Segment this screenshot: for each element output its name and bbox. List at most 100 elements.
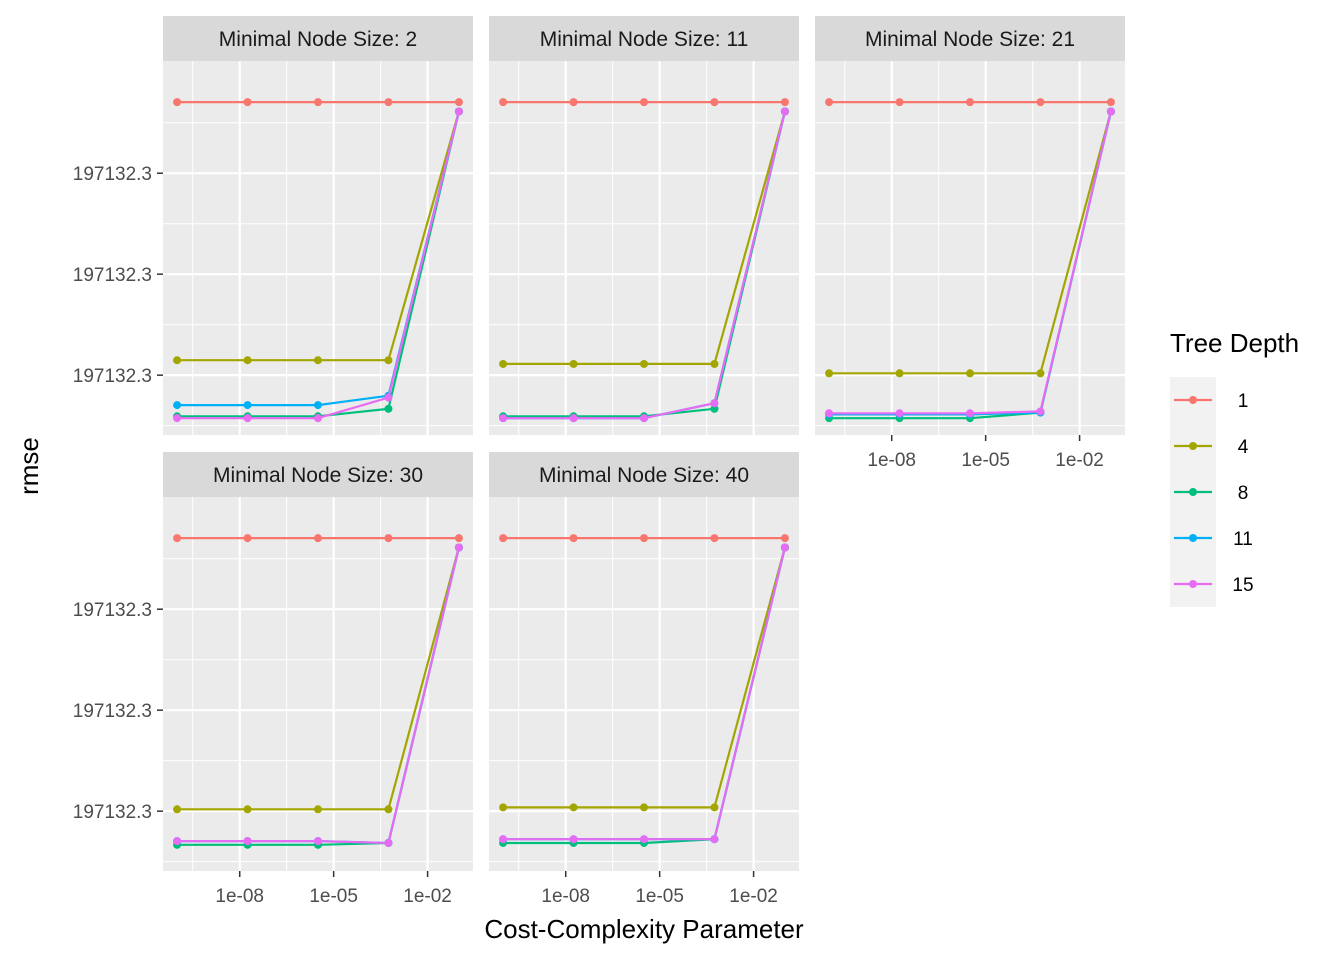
strip-background (815, 16, 1125, 61)
y-tick-label: 197132.3 (73, 600, 152, 621)
data-point-depth-15 (639, 414, 648, 423)
legend-label: 4 (1238, 437, 1249, 458)
strip-label: Minimal Node Size: 11 (540, 28, 749, 51)
strip-background (163, 16, 473, 61)
data-point-depth-1 (780, 98, 789, 107)
data-point-depth-1 (1036, 98, 1045, 107)
data-point-depth-8 (710, 404, 719, 413)
strip-label: Minimal Node Size: 30 (213, 464, 423, 487)
data-point-depth-4 (965, 369, 974, 378)
data-point-depth-4 (639, 359, 648, 368)
data-point-depth-1 (384, 98, 393, 107)
data-point-depth-8 (384, 404, 393, 413)
y-tick-label: 197132.3 (73, 701, 152, 722)
data-point-depth-15 (313, 837, 322, 846)
legend-key-point (1189, 534, 1197, 542)
y-tick-label: 197132.3 (73, 164, 152, 185)
data-point-depth-4 (710, 803, 719, 812)
data-point-depth-1 (454, 98, 463, 107)
data-point-depth-1 (569, 98, 578, 107)
data-point-depth-4 (639, 803, 648, 812)
data-point-depth-1 (965, 98, 974, 107)
data-point-depth-15 (569, 835, 578, 844)
data-point-depth-15 (173, 414, 182, 423)
x-tick-label: 1e-02 (403, 886, 452, 907)
legend-label: 8 (1238, 483, 1249, 504)
data-point-depth-1 (173, 98, 182, 107)
data-point-depth-4 (173, 356, 182, 365)
data-point-depth-4 (243, 356, 252, 365)
data-point-depth-15 (173, 837, 182, 846)
legend-key-point (1189, 442, 1197, 450)
data-point-depth-4 (313, 805, 322, 814)
y-axis-title: rmse (14, 437, 44, 495)
legend-entries: 1 4 8 11 15 (1174, 391, 1254, 596)
x-tick-label: 1e-02 (1055, 450, 1104, 471)
facet-panel: Minimal Node Size: 21 1e-08 1e-05 1e-02 (815, 16, 1125, 471)
data-point-depth-1 (1106, 98, 1115, 107)
data-point-depth-4 (710, 359, 719, 368)
data-point-depth-1 (499, 534, 508, 543)
data-point-depth-11 (313, 401, 322, 410)
data-point-depth-1 (384, 534, 393, 543)
strip-label: Minimal Node Size: 21 (865, 28, 1075, 51)
data-point-depth-1 (639, 534, 648, 543)
data-point-depth-15 (710, 399, 719, 408)
data-point-depth-4 (499, 803, 508, 812)
y-tick-label: 197132.3 (73, 265, 152, 286)
data-point-depth-15 (710, 835, 719, 844)
data-point-depth-1 (895, 98, 904, 107)
legend-key-point (1189, 488, 1197, 496)
data-point-depth-4 (895, 369, 904, 378)
data-point-depth-15 (243, 837, 252, 846)
strip-background (489, 16, 799, 61)
strip-label: Minimal Node Size: 2 (219, 28, 417, 51)
data-point-depth-1 (313, 534, 322, 543)
y-tick-label: 197132.3 (73, 802, 152, 823)
facet-panel: Minimal Node Size: 11 (489, 16, 799, 435)
data-point-depth-15 (1036, 407, 1045, 416)
x-tick-label: 1e-08 (215, 886, 264, 907)
data-point-depth-4 (499, 359, 508, 368)
data-point-depth-15 (313, 414, 322, 423)
data-point-depth-1 (243, 534, 252, 543)
strip-background (489, 452, 799, 497)
data-point-depth-4 (384, 805, 393, 814)
legend-label: 11 (1233, 529, 1253, 550)
data-point-depth-15 (1106, 107, 1115, 116)
data-point-depth-11 (173, 401, 182, 410)
data-point-depth-1 (173, 534, 182, 543)
data-point-depth-15 (499, 835, 508, 844)
data-point-depth-15 (965, 409, 974, 418)
facet-panel: Minimal Node Size: 30 197132.3 197132.3 197… (73, 452, 473, 907)
data-point-depth-4 (1036, 369, 1045, 378)
strip-label: Minimal Node Size: 40 (539, 464, 749, 487)
data-point-depth-4 (173, 805, 182, 814)
data-point-depth-15 (454, 107, 463, 116)
data-point-depth-1 (243, 98, 252, 107)
data-point-depth-15 (895, 409, 904, 418)
legend-label: 15 (1232, 575, 1253, 596)
data-point-depth-1 (825, 98, 834, 107)
data-point-depth-1 (710, 98, 719, 107)
x-axis-title: Cost-Complexity Parameter (484, 914, 804, 944)
facet-panel: Minimal Node Size: 2 197132.3 197132.3 1971… (73, 16, 473, 435)
data-point-depth-1 (639, 98, 648, 107)
legend-label: 1 (1238, 391, 1249, 412)
data-point-depth-4 (243, 805, 252, 814)
facet-panel: Minimal Node Size: 40 1e-08 1e-05 1e-02 (489, 452, 799, 907)
facet-panels: Minimal Node Size: 2 197132.3 197132.3 1971… (73, 16, 1125, 907)
data-point-depth-15 (780, 107, 789, 116)
strip-background (163, 452, 473, 497)
data-point-depth-1 (313, 98, 322, 107)
data-point-depth-15 (569, 414, 578, 423)
x-tick-label: 1e-05 (309, 886, 358, 907)
data-point-depth-4 (384, 356, 393, 365)
legend-key-point (1189, 396, 1197, 404)
x-tick-label: 1e-05 (961, 450, 1010, 471)
data-point-depth-1 (499, 98, 508, 107)
data-point-depth-15 (243, 414, 252, 423)
data-point-depth-1 (569, 534, 578, 543)
x-tick-label: 1e-05 (635, 886, 684, 907)
